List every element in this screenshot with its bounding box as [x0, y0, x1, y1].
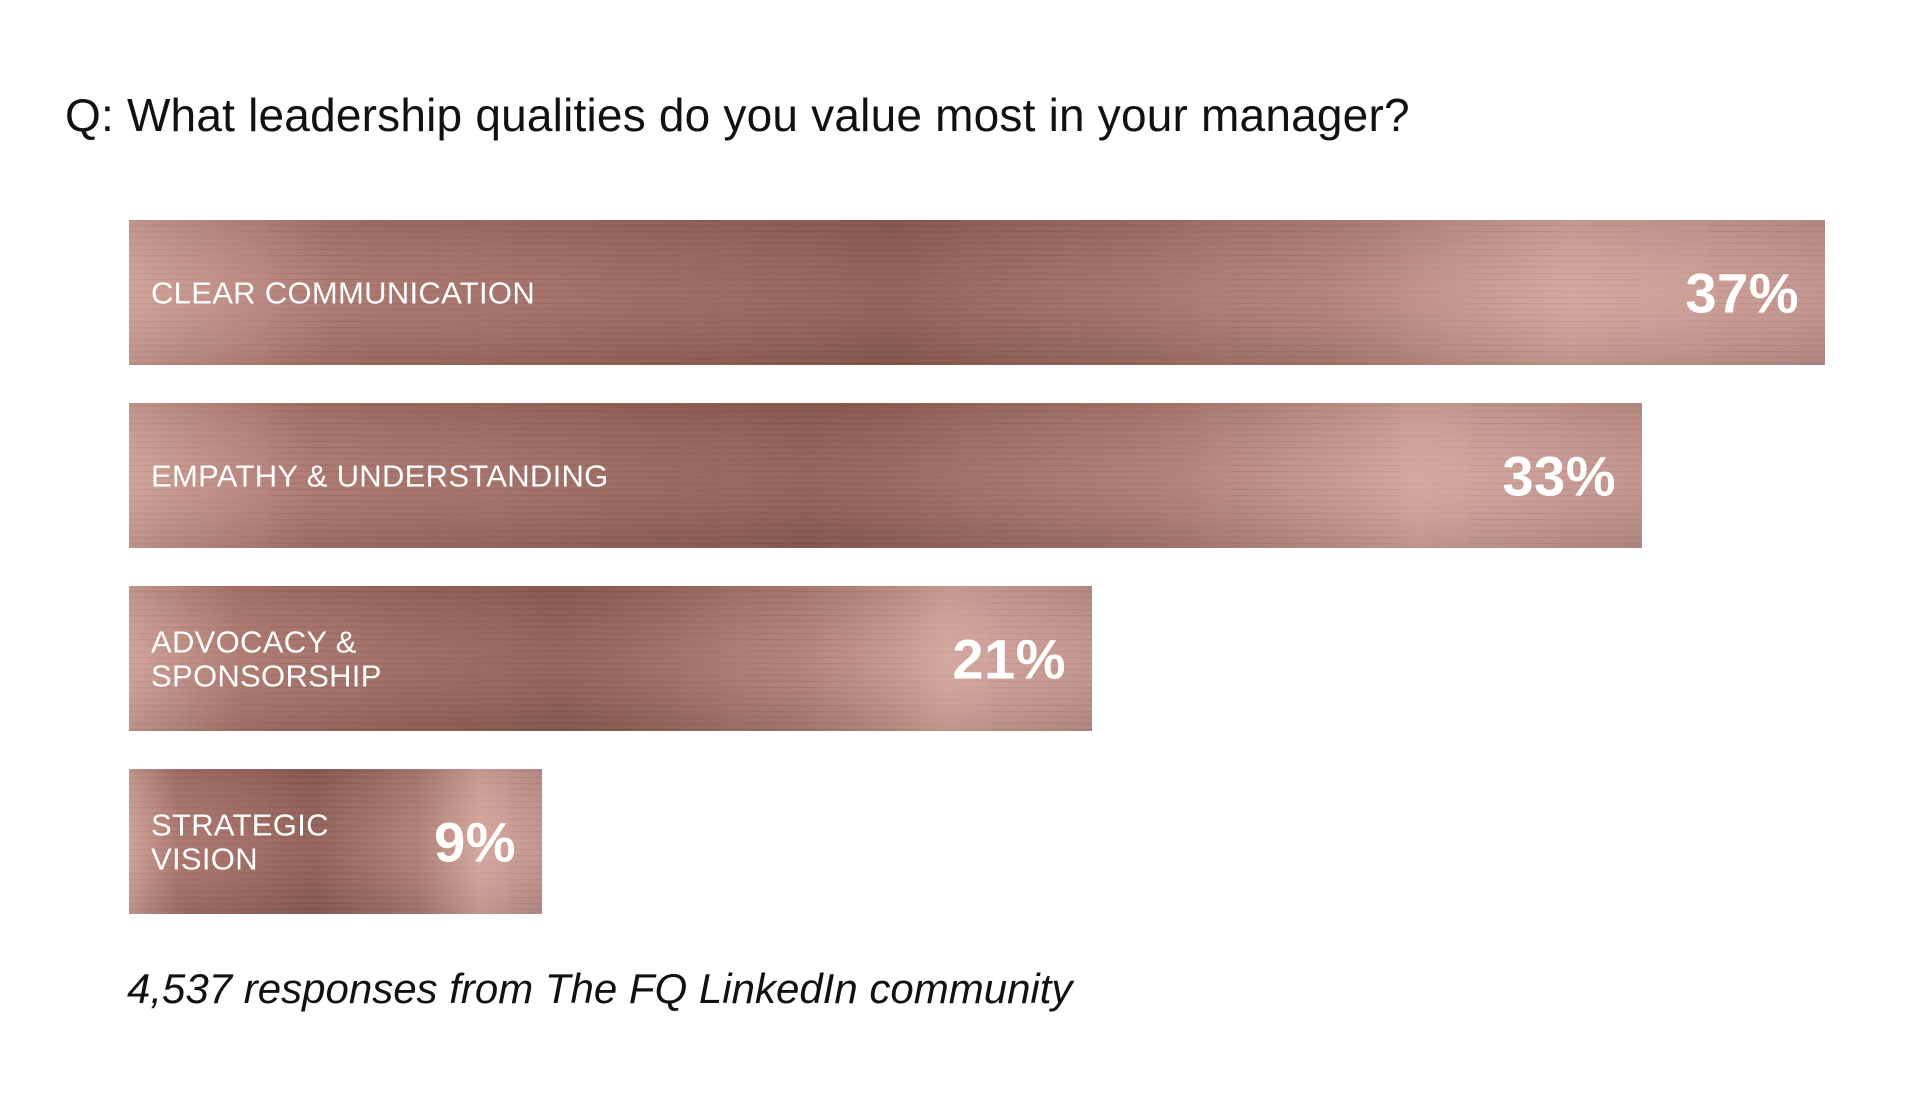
- bar-category-label: EMPATHY & UNDERSTANDING: [151, 459, 609, 494]
- response-count-footnote: 4,537 responses from The FQ LinkedIn com…: [127, 965, 1073, 1012]
- bar-group: ADVOCACY &SPONSORSHIP 21%: [129, 586, 1092, 731]
- bar-group: CLEAR COMMUNICATION 37%: [129, 220, 1825, 365]
- bar-value-label: 33%: [1502, 445, 1616, 508]
- bar-texture: [129, 769, 542, 914]
- bar-category-label: ADVOCACY &: [151, 625, 357, 660]
- bar-value-label: 9%: [434, 811, 516, 874]
- bar-category-label: SPONSORSHIP: [151, 659, 382, 694]
- bar-category-label: STRATEGIC: [151, 808, 329, 843]
- bar-texture: [129, 220, 1825, 365]
- bar-category-label: CLEAR COMMUNICATION: [151, 276, 535, 311]
- bar-value-label: 21%: [952, 628, 1066, 691]
- bar-category-label: VISION: [151, 842, 258, 877]
- bar-texture: [129, 586, 1092, 731]
- bar-value-label: 37%: [1685, 262, 1799, 325]
- bar-group: EMPATHY & UNDERSTANDING 33%: [129, 403, 1642, 548]
- chart-question-title: Q: What leadership qualities do you valu…: [65, 89, 1410, 141]
- bar-texture: [129, 403, 1642, 548]
